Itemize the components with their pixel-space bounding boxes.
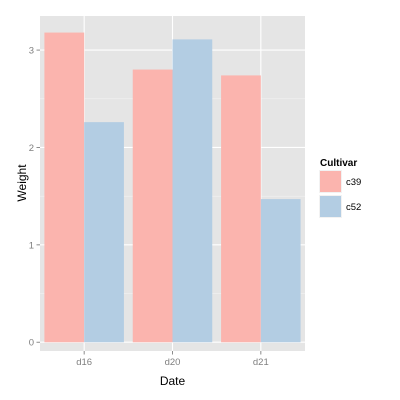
x-tick-label: d21 — [253, 357, 269, 368]
y-tick-label: 3 — [29, 46, 34, 57]
legend-items: c39 c52 — [319, 170, 361, 218]
y-tick-label: 2 — [29, 143, 34, 154]
bar-c52-d20 — [172, 39, 213, 343]
legend-title: Cultivar — [320, 158, 357, 169]
y-tick-label: 0 — [29, 338, 34, 349]
bar-c39-d20 — [132, 69, 173, 343]
y-tick-label: 1 — [29, 240, 34, 251]
legend-swatch-c52 — [320, 196, 341, 217]
legend-swatch-c39 — [320, 171, 341, 192]
legend: Cultivar c39 c52 — [319, 158, 361, 218]
legend-label-c39: c39 — [346, 177, 361, 188]
x-tick-label: d20 — [165, 357, 181, 368]
bar-c39-d21 — [221, 75, 261, 343]
x-tick-label: d16 — [76, 357, 92, 368]
y-axis-title: Weight — [15, 164, 29, 202]
legend-label-c52: c52 — [346, 202, 361, 213]
x-axis: d16 d20 d21 — [76, 351, 269, 368]
bar-c52-d21 — [260, 199, 301, 343]
bars-layer — [44, 32, 301, 343]
bar-c52-d16 — [84, 122, 124, 343]
y-axis: 0 1 2 3 — [29, 46, 40, 349]
bar-c39-d16 — [44, 32, 85, 343]
x-axis-title: Date — [160, 374, 186, 388]
